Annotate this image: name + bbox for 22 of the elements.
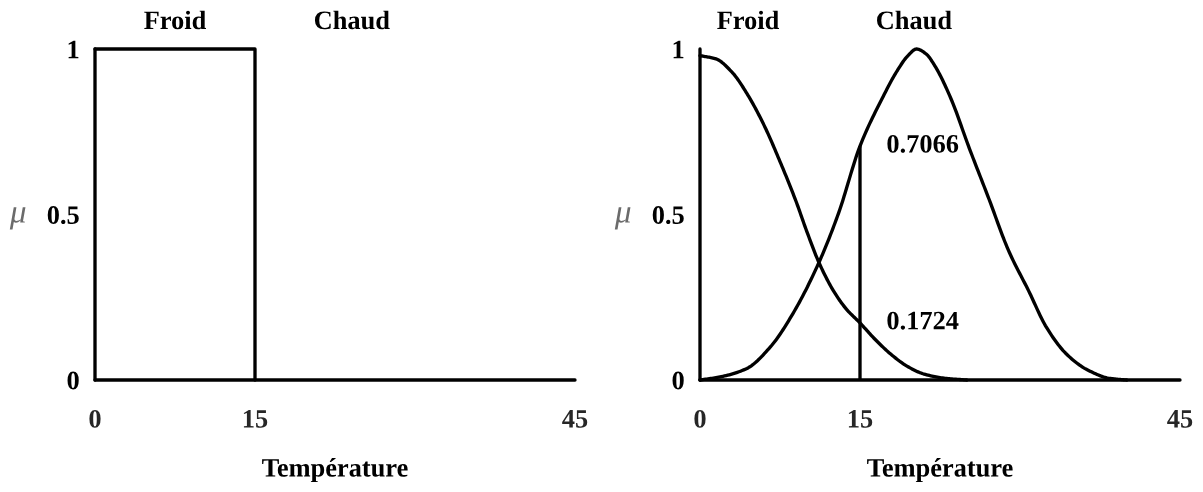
- x-tick-label: 45: [1167, 410, 1193, 428]
- y-tick-label: 0: [672, 371, 684, 390]
- x-tick-label: 15: [848, 410, 873, 428]
- x-axis-title: Température: [867, 458, 1013, 483]
- text: Chaud: [314, 10, 390, 30]
- series-label: Froid: [717, 10, 779, 30]
- y-axis-title: μ: [9, 207, 26, 230]
- y-axis-title: μ: [614, 207, 631, 230]
- x-tick-label: 15: [243, 410, 268, 428]
- x-tick-label: 45: [562, 410, 588, 428]
- y-tick-label: 1: [68, 40, 79, 59]
- annotation: 0.7066: [887, 134, 959, 153]
- y-tick-label: 0.5: [47, 206, 79, 225]
- y-tick-label: 0.5: [652, 206, 684, 225]
- x-tick-label: 0: [89, 409, 101, 428]
- series-label: Froid: [144, 10, 206, 30]
- y-tick-label: 1: [673, 40, 684, 59]
- series-label: Chaud: [877, 10, 952, 30]
- annotation: 0.1724: [887, 311, 959, 330]
- x-tick-label: 0: [694, 409, 706, 428]
- x-axis-title: Température: [262, 458, 408, 483]
- y-tick-label: 0: [67, 371, 79, 390]
